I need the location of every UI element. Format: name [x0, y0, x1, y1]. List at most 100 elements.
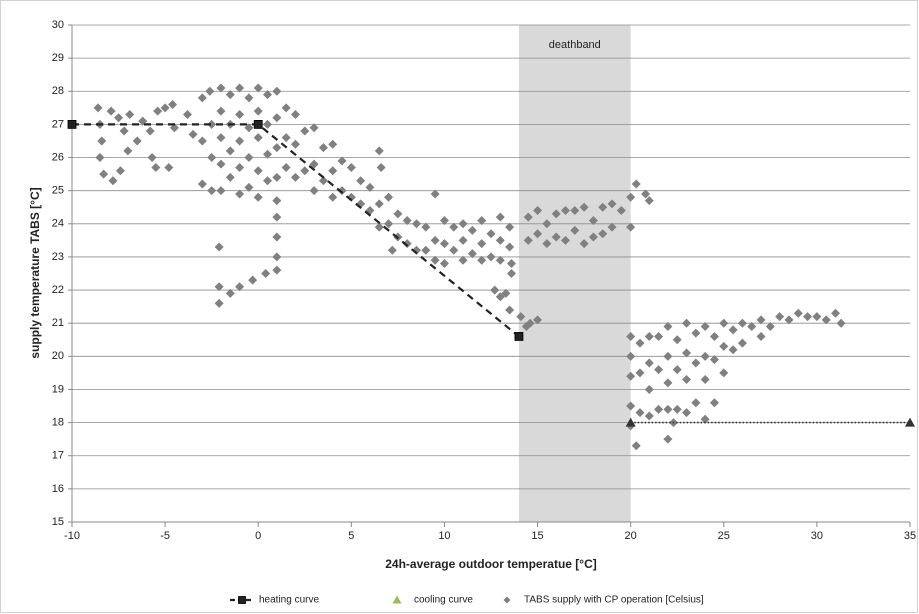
x-tick-label: 25 — [718, 530, 730, 542]
legend-label: TABS supply with CP operation [Celsius] — [524, 595, 704, 606]
marker-diamond — [207, 186, 217, 196]
marker-diamond — [691, 328, 701, 338]
marker-diamond — [263, 176, 273, 186]
marker-diamond — [501, 288, 511, 298]
marker-diamond — [616, 206, 626, 216]
marker-diamond — [421, 245, 431, 255]
marker-diamond — [147, 153, 157, 163]
y-tick-label: 25 — [52, 185, 64, 197]
marker-diamond — [439, 239, 449, 249]
marker-triangle — [625, 417, 636, 427]
marker-diamond — [560, 235, 570, 245]
marker-diamond — [253, 106, 263, 116]
marker-diamond — [631, 441, 641, 451]
marker-diamond — [709, 331, 719, 341]
marker-diamond — [290, 172, 300, 182]
marker-diamond — [654, 404, 664, 414]
marker-diamond — [542, 219, 552, 229]
marker-diamond — [290, 139, 300, 149]
marker-diamond — [272, 212, 282, 222]
y-tick-label: 30 — [52, 19, 64, 31]
marker-diamond — [281, 162, 291, 172]
marker-diamond — [533, 229, 543, 239]
marker-diamond — [477, 215, 487, 225]
marker-diamond — [439, 215, 449, 225]
marker-diamond — [300, 166, 310, 176]
marker-diamond — [272, 232, 282, 242]
marker-diamond — [430, 235, 440, 245]
marker-diamond — [214, 282, 224, 292]
legend-marker — [503, 596, 511, 604]
marker-diamond — [644, 331, 654, 341]
marker-diamond — [719, 368, 729, 378]
marker-diamond — [214, 242, 224, 252]
x-axis-title: 24h-average outdoor temperatue [°C] — [385, 557, 597, 571]
y-tick-label: 19 — [52, 383, 64, 395]
marker-diamond — [521, 322, 531, 332]
marker-diamond — [551, 209, 561, 219]
marker-diamond — [123, 146, 133, 156]
marker-diamond — [700, 351, 710, 361]
marker-diamond — [836, 318, 846, 328]
marker-diamond — [477, 239, 487, 249]
marker-diamond — [516, 312, 526, 322]
marker-diamond — [506, 259, 516, 269]
y-tick-label: 22 — [52, 284, 64, 296]
marker-diamond — [588, 232, 598, 242]
marker-diamond — [309, 159, 319, 169]
marker-diamond — [281, 103, 291, 113]
marker-diamond — [402, 215, 412, 225]
marker-diamond — [663, 404, 673, 414]
marker-diamond — [248, 275, 258, 285]
marker-diamond — [235, 83, 245, 93]
marker-diamond — [467, 225, 477, 235]
marker-diamond — [244, 93, 254, 103]
marker-diamond — [644, 196, 654, 206]
marker-diamond — [272, 196, 282, 206]
marker-diamond — [765, 322, 775, 332]
marker-diamond — [588, 215, 598, 225]
marker-diamond — [747, 322, 757, 332]
marker-diamond — [579, 202, 589, 212]
marker-diamond — [168, 100, 178, 110]
marker-square — [253, 120, 263, 129]
marker-diamond — [691, 358, 701, 368]
marker-diamond — [318, 143, 328, 153]
marker-diamond — [188, 129, 198, 139]
y-tick-label: 26 — [52, 151, 64, 163]
marker-diamond — [756, 315, 766, 325]
marker-diamond — [125, 109, 135, 119]
marker-diamond — [821, 315, 831, 325]
marker-diamond — [691, 398, 701, 408]
marker-diamond — [458, 219, 468, 229]
y-tick-label: 15 — [52, 516, 64, 528]
marker-diamond — [672, 365, 682, 375]
marker-diamond — [328, 139, 338, 149]
marker-diamond — [300, 126, 310, 136]
marker-diamond — [467, 249, 477, 259]
marker-diamond — [486, 229, 496, 239]
marker-diamond — [682, 348, 692, 358]
marker-diamond — [225, 172, 235, 182]
marker-diamond — [216, 106, 226, 116]
marker-diamond — [700, 414, 710, 424]
marker-diamond — [106, 106, 116, 116]
y-tick-label: 16 — [52, 483, 64, 495]
marker-diamond — [328, 166, 338, 176]
marker-diamond — [263, 149, 273, 159]
marker-diamond — [607, 222, 617, 232]
marker-diamond — [560, 206, 570, 216]
marker-diamond — [626, 192, 636, 202]
y-tick-label: 29 — [52, 52, 64, 64]
marker-diamond — [570, 225, 580, 235]
x-tick-label: 20 — [625, 530, 637, 542]
marker-diamond — [108, 176, 118, 186]
marker-diamond — [700, 322, 710, 332]
marker-diamond — [570, 206, 580, 216]
marker-diamond — [663, 434, 673, 444]
marker-diamond — [626, 222, 636, 232]
marker-diamond — [551, 232, 561, 242]
marker-diamond — [663, 322, 673, 332]
marker-diamond — [225, 90, 235, 100]
